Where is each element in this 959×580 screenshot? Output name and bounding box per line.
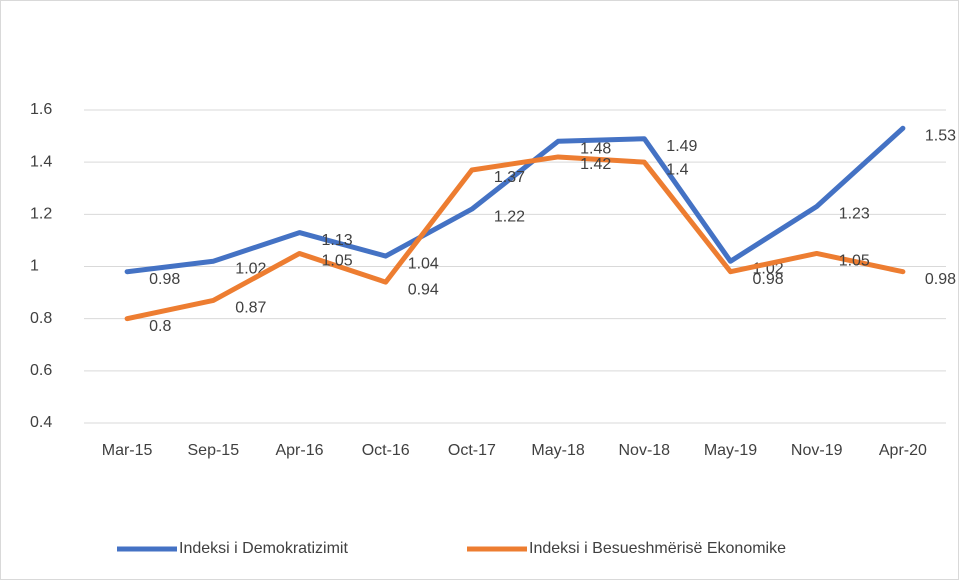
y-tick-label: 1 (30, 258, 39, 275)
data-label: 0.98 (925, 271, 956, 288)
data-label: 1.37 (494, 169, 525, 186)
data-label: 1.22 (494, 208, 525, 225)
x-tick-label: Oct-17 (448, 442, 496, 459)
data-label: 1.4 (666, 161, 688, 178)
data-label: 0.98 (753, 271, 784, 288)
x-tick-label: Apr-16 (275, 442, 323, 459)
x-tick-label: Oct-16 (362, 442, 410, 459)
y-tick-label: 1.2 (30, 206, 52, 223)
y-tick-label: 0.8 (30, 310, 52, 327)
data-label: 1.48 (580, 141, 611, 158)
y-tick-label: 0.4 (30, 414, 52, 431)
data-label: 0.87 (235, 300, 266, 317)
x-tick-label: Mar-15 (102, 442, 153, 459)
x-tick-label: Nov-19 (791, 442, 843, 459)
data-label: 1.13 (322, 232, 353, 249)
y-tick-label: 1.4 (30, 153, 52, 170)
data-label: 1.04 (408, 255, 439, 272)
data-label: 0.98 (149, 271, 180, 288)
legend-label: Indeksi i Besueshmërisë Ekonomike (529, 540, 786, 557)
x-tick-label: Nov-18 (619, 442, 671, 459)
data-label: 1.42 (580, 156, 611, 173)
x-tick-label: Apr-20 (879, 442, 927, 459)
data-label: 1.23 (839, 206, 870, 223)
x-tick-label: Sep-15 (188, 442, 240, 459)
legend-label: Indeksi i Demokratizimit (179, 540, 348, 557)
data-label: 0.8 (149, 318, 171, 335)
data-label: 1.05 (322, 253, 353, 270)
series-line (124, 154, 906, 322)
data-label: 1.05 (839, 253, 870, 270)
x-tick-label: May-19 (704, 442, 757, 459)
y-tick-label: 1.6 (30, 101, 52, 118)
x-tick-label: May-18 (531, 442, 584, 459)
y-tick-label: 0.6 (30, 362, 52, 379)
data-label: 1.49 (666, 138, 697, 155)
series-line (124, 125, 906, 275)
data-label: 0.94 (408, 281, 439, 298)
data-label: 1.53 (925, 127, 956, 144)
